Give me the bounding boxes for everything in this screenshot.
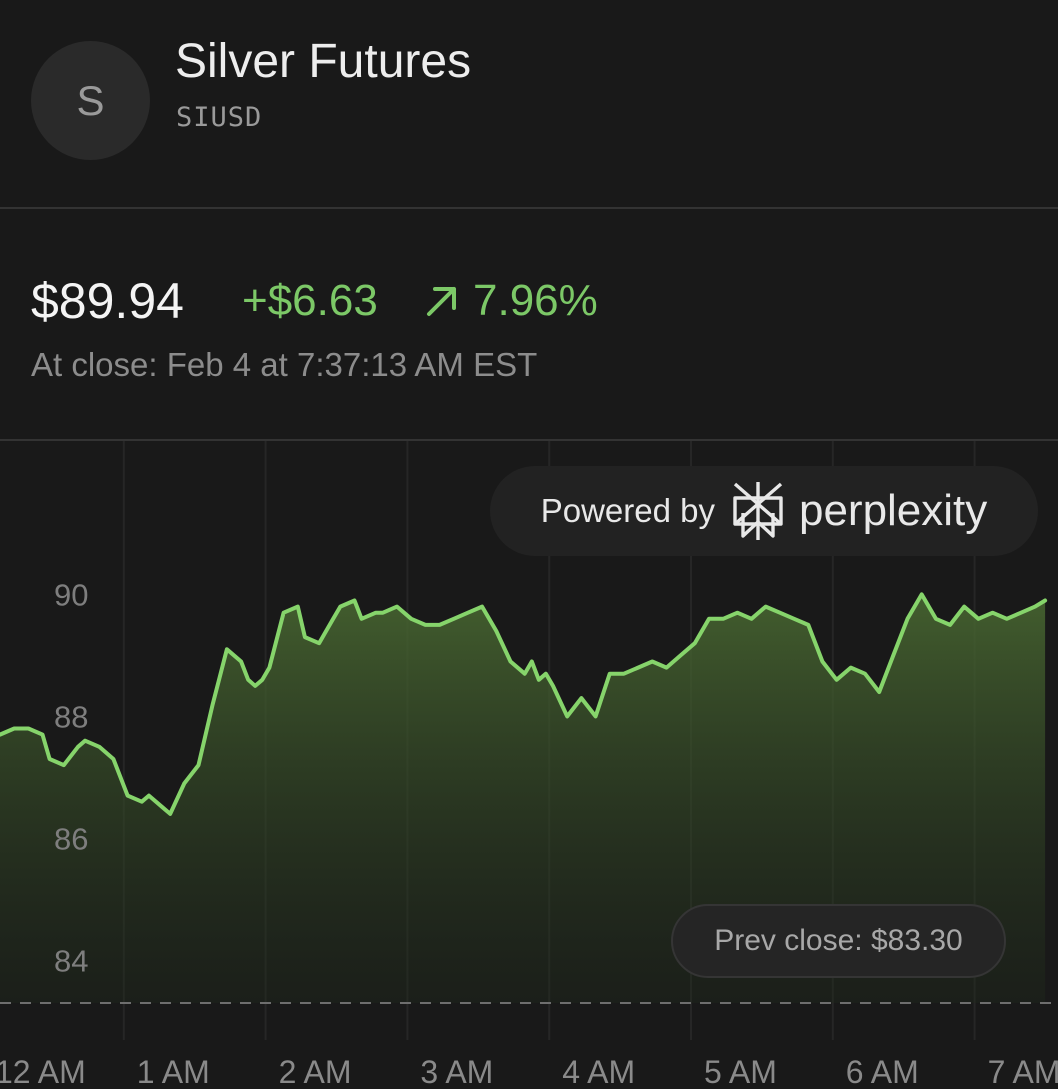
- quote-divider: [0, 439, 1058, 441]
- x-tick-label: 12 AM: [0, 1054, 86, 1089]
- instrument-header: S Silver Futures SIUSD: [0, 0, 1058, 208]
- x-tick-label: 4 AM: [562, 1054, 635, 1089]
- price-change: +$6.63: [242, 276, 378, 325]
- x-tick-label: 2 AM: [279, 1054, 352, 1089]
- powered-by-badge[interactable]: Powered by perplexity: [490, 466, 1038, 556]
- price-area-fill: [0, 594, 1046, 1003]
- avatar: S: [31, 41, 150, 160]
- ticker-symbol: SIUSD: [176, 102, 263, 133]
- y-tick-label: 84: [54, 943, 88, 978]
- arrow-up-right-icon: [427, 287, 456, 316]
- x-tick-label: 5 AM: [704, 1054, 777, 1089]
- perplexity-brand: perplexity: [798, 486, 988, 535]
- perplexity-logo-icon: [733, 482, 783, 540]
- y-tick-label: 88: [54, 699, 88, 734]
- x-tick-label: 7 AM: [988, 1054, 1058, 1089]
- price-series-line: [0, 592, 1048, 816]
- powered-by-label: Powered by: [540, 492, 715, 529]
- price-chart[interactable]: 90 88 86 84 12 AM 1 AM 2 AM 3 AM 4 AM 5 AM 6 AM 7 …: [0, 441, 1058, 1089]
- current-price: $89.94: [31, 273, 184, 329]
- x-tick-label: 6 AM: [846, 1054, 919, 1089]
- x-tick-label: 3 AM: [420, 1054, 493, 1089]
- x-tick-label: 1 AM: [137, 1054, 210, 1089]
- y-tick-label: 86: [54, 821, 88, 856]
- y-tick-label: 90: [54, 577, 88, 612]
- close-timestamp: At close: Feb 4 at 7:37:13 AM EST: [31, 346, 538, 383]
- price-change-percent: 7.96%: [473, 276, 598, 325]
- instrument-title: Silver Futures: [175, 35, 472, 88]
- header-divider: [0, 207, 1058, 209]
- avatar-letter: S: [76, 76, 105, 124]
- prev-close-pill[interactable]: Prev close: $83.30: [671, 904, 1006, 978]
